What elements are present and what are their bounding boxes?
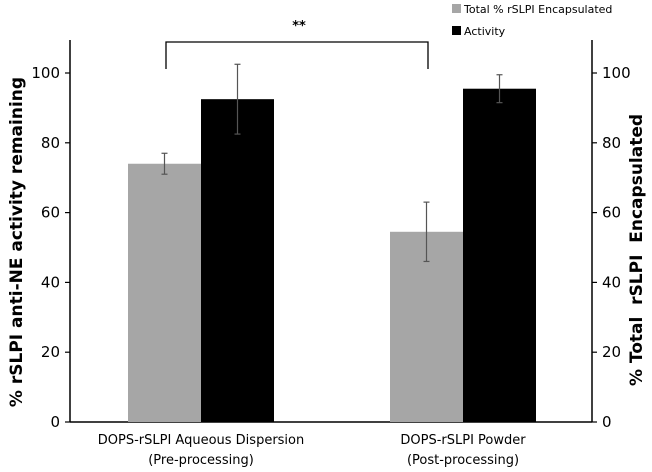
legend-label: Activity: [464, 25, 506, 38]
category-label: DOPS-rSLPI Aqueous Dispersion: [98, 433, 305, 448]
category-label: (Post-processing): [407, 453, 519, 468]
right-axis-ticks: 0 20 40 60 80 100: [592, 64, 631, 431]
bar: [390, 231, 463, 422]
significance-stars: **: [292, 19, 306, 34]
y-tick-label-right: 60: [602, 204, 621, 222]
category-label: DOPS-rSLPI Powder: [400, 433, 526, 448]
legend: Total % rSLPI Encapsulated Activity: [452, 3, 612, 38]
legend-label: Total % rSLPI Encapsulated: [463, 3, 612, 16]
significance-bracket: **: [165, 19, 429, 69]
y-tick-label-right: 0: [602, 413, 612, 431]
y-tick-label-left: 20: [41, 343, 60, 361]
error-bars: [161, 63, 503, 263]
y-tick-label-right: 80: [602, 134, 621, 152]
y-axis-right-title: % Total rSLPI Encapsulated: [627, 114, 647, 386]
bar: [463, 88, 536, 422]
y-axis-left-title: % rSLPI anti-NE activity remaining: [7, 77, 27, 407]
y-tick-label-right: 100: [602, 64, 631, 82]
category-label: (Pre-processing): [148, 453, 254, 468]
bracket-line: [165, 41, 429, 69]
bars: [128, 88, 536, 423]
category-labels: DOPS-rSLPI Aqueous Dispersion (Pre-proces…: [98, 433, 527, 468]
y-tick-label-left: 60: [41, 204, 60, 222]
y-tick-label-left: 100: [31, 64, 60, 82]
y-tick-label-left: 40: [41, 273, 60, 291]
y-tick-label-right: 20: [602, 343, 621, 361]
left-axis-ticks: 0 20 40 60 80 100: [31, 64, 70, 431]
legend-swatch: [452, 26, 461, 35]
y-tick-label-right: 40: [602, 273, 621, 291]
bar: [128, 163, 201, 423]
y-tick-label-left: 0: [50, 413, 60, 431]
bar: [201, 99, 274, 423]
y-tick-label-left: 80: [41, 134, 60, 152]
legend-swatch: [452, 4, 461, 13]
